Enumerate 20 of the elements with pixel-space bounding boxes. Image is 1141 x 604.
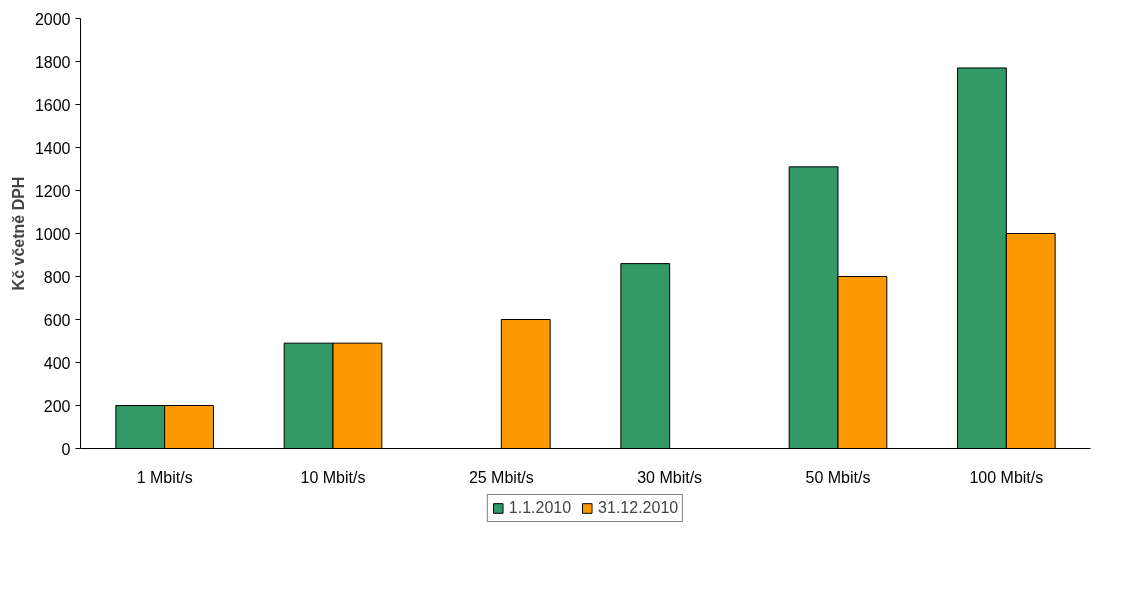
x-tick-label: 10 Mbit/s [300, 468, 366, 486]
y-tick-label: 1200 [34, 182, 71, 200]
y-tick-label: 0 [61, 440, 71, 458]
y-axis-title: Kč včetně DPH [9, 176, 27, 291]
y-tick-label: 800 [43, 268, 71, 286]
x-tick-label: 1 Mbit/s [136, 468, 193, 486]
x-tick-label: 100 Mbit/s [969, 468, 1044, 486]
x-tick-label: 25 Mbit/s [468, 468, 534, 486]
legend-label: 31.12.2010 [598, 499, 679, 517]
y-tick-label: 1600 [34, 96, 71, 114]
y-tick-label: 1800 [34, 53, 71, 71]
y-tick-label: 2000 [34, 10, 71, 28]
y-tick-label: 200 [43, 397, 71, 415]
y-tick-label: 1000 [34, 225, 71, 243]
y-tick-label: 400 [43, 354, 71, 372]
x-tick-label: 30 Mbit/s [637, 468, 703, 486]
legend-label: 1.1.2010 [508, 499, 572, 517]
y-tick-label: 1400 [34, 139, 71, 157]
y-tick-label: 600 [43, 311, 71, 329]
x-tick-label: 50 Mbit/s [805, 468, 871, 486]
